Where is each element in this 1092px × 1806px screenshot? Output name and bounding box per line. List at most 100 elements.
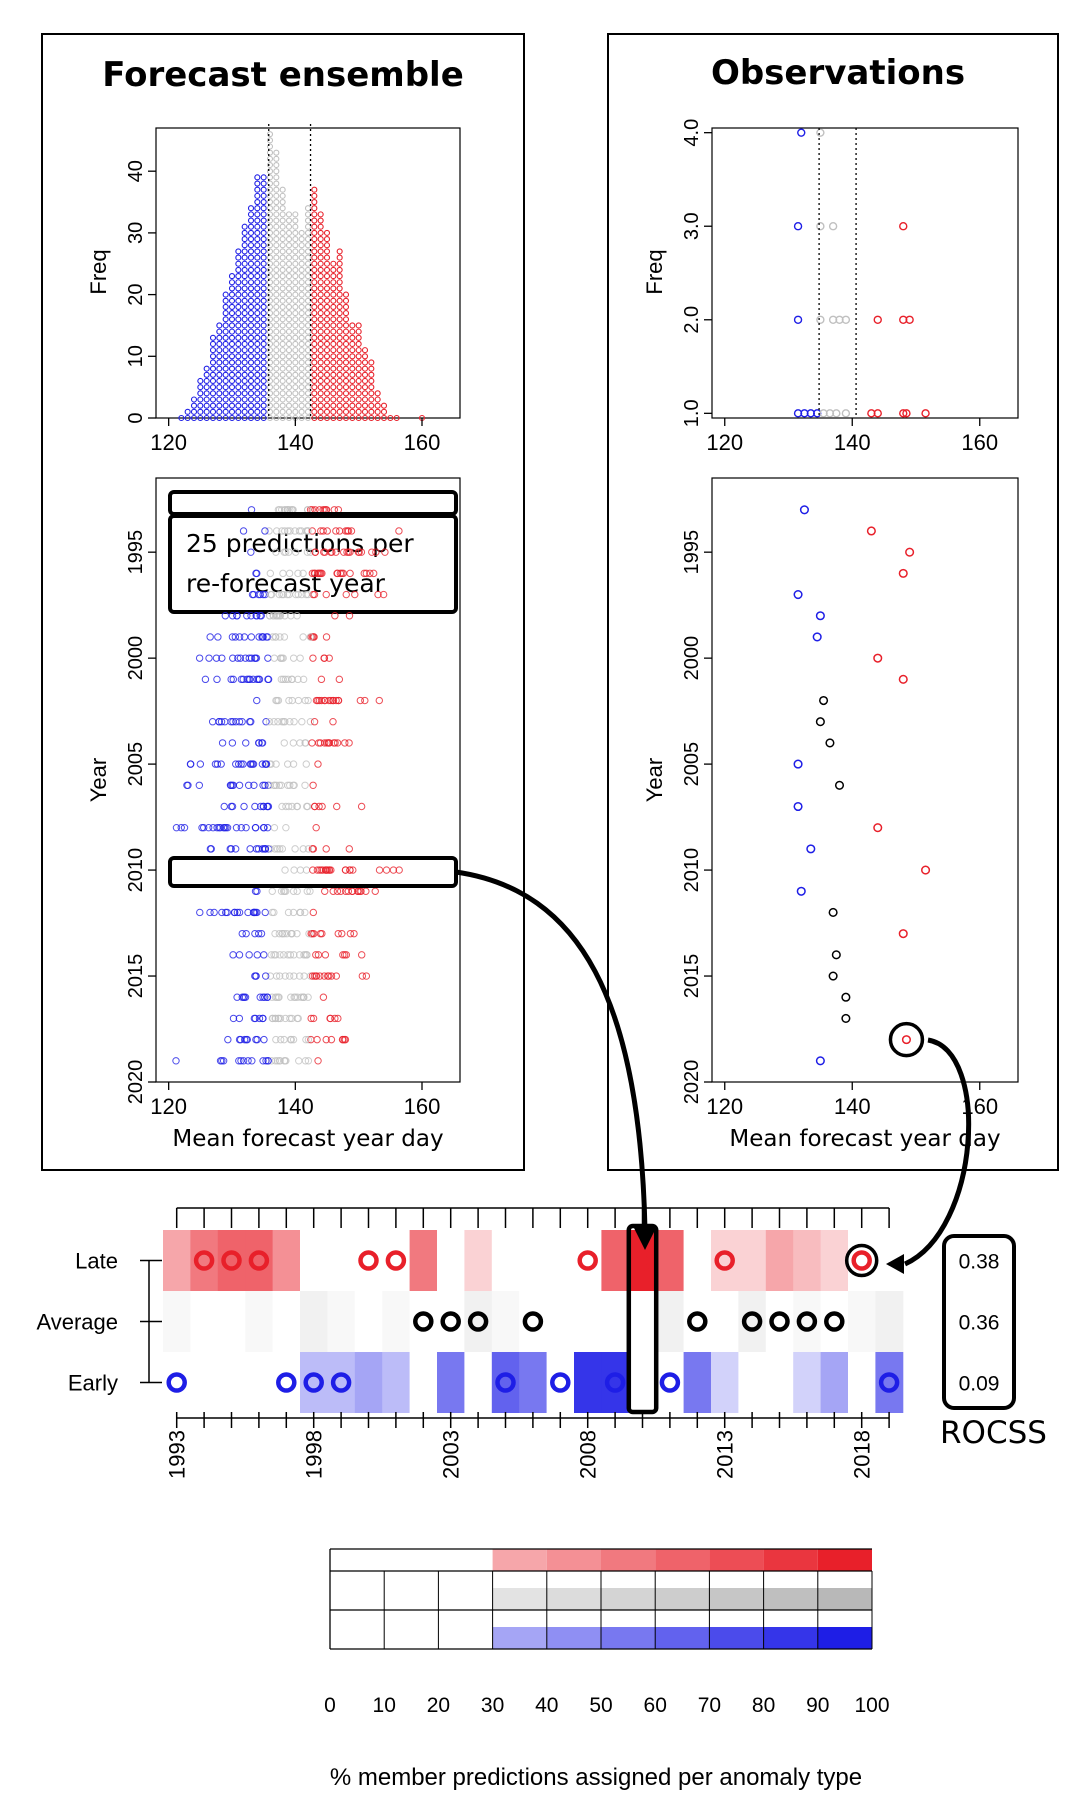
forecast-member-point: [272, 548, 280, 556]
forecast-histogram-point: [222, 377, 229, 385]
forecast-member-point: [253, 696, 261, 705]
forecast-member-point: [252, 654, 261, 662]
forecast-member-point: [344, 887, 353, 895]
forecast-member-point: [276, 845, 284, 853]
forecast-member-point: [235, 633, 244, 641]
heatmap-observed-marker: [495, 1372, 516, 1393]
forecast-histogram-point: [216, 402, 223, 409]
forecast-histogram-point: [311, 390, 318, 397]
forecast-member-point: [354, 887, 362, 895]
forecast-member-point: [253, 1035, 261, 1044]
forecast-member-point: [268, 887, 276, 895]
forecast-histogram-point: [292, 297, 299, 304]
forecast-member-point: [301, 908, 309, 917]
forecast-histogram-point: [285, 353, 293, 360]
legend-swatch: [384, 1588, 439, 1610]
forecast-histogram-point: [241, 396, 248, 403]
forecast-member-point: [261, 972, 270, 980]
forecast-histogram-point: [279, 322, 286, 329]
legend-scale-label: 80: [752, 1694, 775, 1717]
forecast-histogram-point: [342, 402, 350, 409]
forecast-member-point: [293, 887, 301, 895]
forecast-member-point: [341, 739, 349, 747]
forecast-histogram-point: [216, 377, 223, 385]
forecast-histogram-point: [342, 384, 350, 391]
forecast-histogram-point: [342, 371, 350, 378]
forecast-member-point: [245, 951, 253, 959]
forecast-histogram-point: [241, 353, 248, 360]
forecast-histogram-point: [336, 347, 343, 354]
forecast-histogram-point: [260, 340, 267, 348]
forecast-histogram-point: [342, 340, 350, 348]
forecast-histogram-point: [247, 353, 255, 360]
legend-swatch: [438, 1549, 493, 1571]
forecast-histogram-point: [317, 408, 324, 415]
forecast-histogram-point: [304, 285, 312, 292]
forecast-histogram-point: [298, 266, 305, 273]
forecast-histogram-point: [311, 242, 318, 249]
forecast-histogram-point: [292, 217, 299, 224]
heatmap-observed-marker: [741, 1311, 763, 1332]
forecast-histogram-point: [292, 353, 299, 360]
forecast-histogram-point: [330, 285, 337, 292]
forecast-histogram-point: [222, 340, 229, 348]
forecast-member-point: [320, 972, 328, 980]
forecast-member-point: [259, 1057, 267, 1065]
forecast-histogram-point: [222, 347, 229, 354]
forecast-member-point: [283, 760, 292, 768]
forecast-histogram-point: [273, 414, 280, 422]
forecast-histogram-point: [330, 316, 337, 323]
forecast-member-point: [266, 590, 275, 599]
forecast-histogram-point: [342, 328, 350, 335]
forecast-member-point: [253, 908, 261, 917]
forecast-member-point: [308, 569, 317, 578]
forecast-histogram-point: [304, 322, 312, 329]
forecast-member-point: [266, 569, 275, 578]
forecast-histogram-point: [279, 371, 286, 378]
forecast-member-point: [301, 781, 309, 789]
forecast-histogram-point: [361, 359, 369, 366]
forecast-member-point: [281, 1014, 290, 1023]
forecast-histogram-point: [317, 390, 324, 397]
forecast-member-point: [232, 823, 241, 832]
observation-histogram-point: [899, 222, 908, 231]
forecast-member-point: [299, 633, 307, 641]
legend-caption: % member predictions assigned per anomal…: [330, 1764, 862, 1791]
heatmap-cell: [464, 1230, 493, 1291]
forecast-member-point: [327, 866, 335, 874]
forecast-histogram-point: [241, 248, 248, 255]
forecast-histogram-point: [266, 384, 274, 391]
forecast-histogram-point: [298, 347, 305, 354]
forecast-member-point: [318, 802, 326, 811]
forecast-histogram-point: [323, 402, 331, 409]
observations-panel-frame: [607, 33, 1059, 1171]
forecast-histogram-point: [342, 347, 350, 354]
forecast-histogram-point: [355, 365, 362, 372]
forecast-member-point: [270, 823, 279, 832]
forecast-histogram-point: [317, 316, 324, 323]
forecast-member-point: [285, 696, 293, 705]
forecast-member-point: [286, 718, 294, 726]
forecast-histogram-point: [203, 365, 210, 372]
forecast-histogram-point: [266, 223, 274, 230]
forecast-histogram-point: [273, 384, 280, 391]
forecast-histogram-point: [273, 211, 280, 218]
forecast-member-point: [284, 908, 293, 917]
forecast-member-point: [263, 993, 271, 1001]
forecast-histogram-point: [228, 353, 236, 360]
forecast-histogram-point: [355, 396, 362, 403]
forecast-histogram-point: [266, 149, 274, 156]
forecast-histogram-point: [235, 279, 242, 286]
forecast-histogram-point: [285, 414, 293, 422]
heatmap-observed-marker: [659, 1372, 681, 1393]
forecast-histogram-point: [342, 303, 350, 310]
forecast-histogram-point: [260, 390, 267, 397]
forecast-member-point: [231, 908, 239, 917]
forecast-histogram-point: [260, 273, 267, 280]
forecast-member-point: [274, 718, 282, 726]
forecast-member-point: [293, 802, 301, 811]
forecast-histogram-point: [304, 340, 312, 348]
forecast-histogram-point: [266, 291, 274, 298]
forecast-member-point: [286, 781, 294, 789]
forecast-member-point: [241, 993, 250, 1001]
